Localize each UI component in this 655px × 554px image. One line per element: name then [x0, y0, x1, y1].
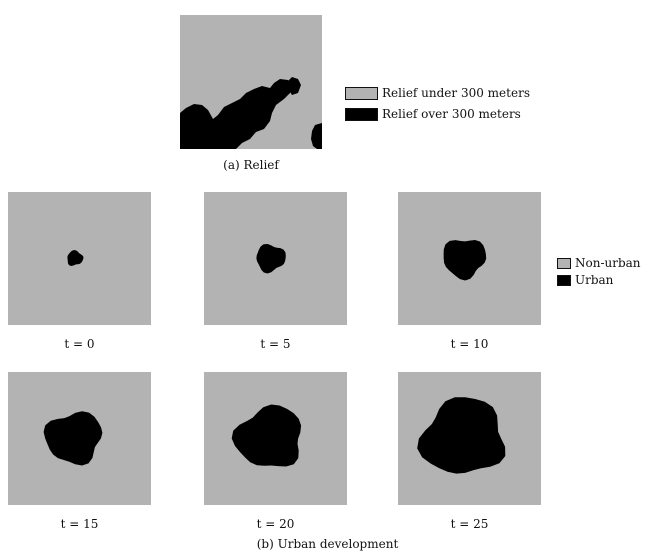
- urban-map-svg: [43, 411, 103, 466]
- relief-caption: (a) Relief: [223, 158, 279, 172]
- panel-time-label: t = 25: [450, 517, 489, 531]
- legend-label-relief-high: Relief over 300 meters: [382, 107, 521, 121]
- urban-map-panel: [398, 372, 541, 505]
- urban-map-svg: [231, 404, 302, 467]
- legend-label-urban: Urban: [575, 273, 614, 287]
- panel-time-label: t = 10: [450, 337, 489, 351]
- legend-item-non-urban: Non-urban: [557, 256, 641, 270]
- urban-map-panel: [398, 192, 541, 325]
- relief-high-edge: [311, 123, 322, 149]
- urban-area-blob: [67, 250, 84, 266]
- panel-time-label: t = 20: [256, 517, 295, 531]
- legend-item-relief-low: Relief under 300 meters: [345, 86, 530, 100]
- urban-area-blob: [417, 397, 506, 474]
- urban-map-svg: [256, 244, 286, 274]
- urban-map-panel: [8, 372, 151, 505]
- legend-swatch-high: [345, 107, 378, 121]
- legend-label-relief-low: Relief under 300 meters: [382, 86, 530, 100]
- urban-area-blob: [443, 240, 487, 281]
- legend-swatch-non-urban: [557, 257, 571, 269]
- relief-map-terrain: [180, 77, 322, 149]
- relief-high-region: [180, 79, 292, 149]
- relief-high-peak: [288, 77, 301, 95]
- urban-area-blob: [231, 404, 302, 467]
- urban-map-svg: [443, 240, 487, 281]
- urban-area-blob: [43, 411, 103, 466]
- relief-map: [180, 15, 322, 149]
- legend-item-relief-high: Relief over 300 meters: [345, 107, 521, 121]
- legend-swatch-low: [345, 86, 378, 100]
- urban-map-svg: [417, 397, 506, 474]
- legend-item-urban: Urban: [557, 273, 613, 287]
- urban-map-svg: [67, 250, 84, 266]
- panel-time-label: t = 15: [60, 517, 99, 531]
- legend-label-non-urban: Non-urban: [575, 256, 641, 270]
- urban-area-blob: [256, 244, 286, 274]
- legend-swatch-urban: [557, 274, 571, 286]
- panel-time-label: t = 5: [260, 337, 291, 351]
- urban-map-panel: [204, 192, 347, 325]
- urban-caption: (b) Urban development: [256, 537, 399, 551]
- urban-map-panel: [204, 372, 347, 505]
- urban-map-panel: [8, 192, 151, 325]
- panel-time-label: t = 0: [64, 337, 95, 351]
